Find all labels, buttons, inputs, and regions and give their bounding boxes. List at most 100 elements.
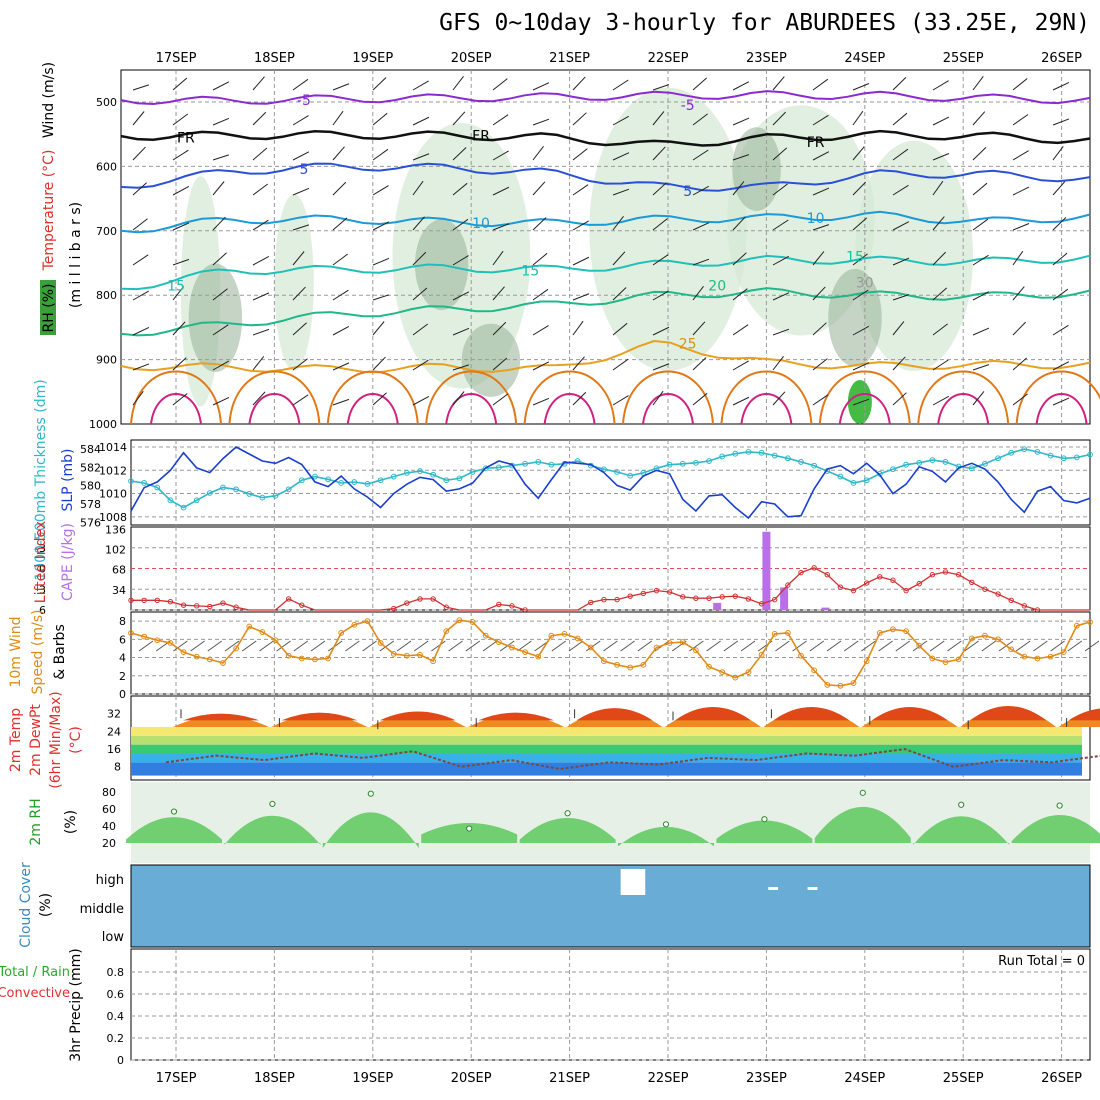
rh-point [564,810,571,817]
thickness-point [771,452,778,459]
wind-barb [292,224,310,231]
wind-barb [132,290,149,301]
thickness-point [706,458,712,464]
wind10-barb [448,640,463,652]
wind10-speed-point [456,617,463,624]
thickness-point [509,462,515,469]
wind-barb [612,322,628,336]
precip-total-label: Total / Rain [0,965,70,980]
wind10-barb [843,640,859,652]
thickness-point [259,494,266,501]
wind10-speed-point [495,639,502,645]
wind-barb [812,322,827,336]
precip-tick-label: 0 [117,1054,124,1067]
pressure-tick-label: 1000 [89,418,117,431]
wind-barb [892,76,907,91]
wind10-barb [207,640,223,652]
wind10-speed-point [364,618,371,625]
wind-barb [132,327,150,336]
wind10-speed-point [890,626,896,633]
thickness-point [719,453,726,460]
wind10-speed-point [640,661,647,668]
wind-barb [252,256,270,266]
precip-tick-label: 0.8 [107,966,125,979]
wind10-barb [723,640,739,652]
wind-barb [972,391,985,406]
wind-barb [972,75,984,91]
isotherm-label: 5 [683,184,692,200]
wind-barb [812,394,829,406]
cape-bar [821,607,830,610]
wind-barb [772,183,788,196]
wind10-tick-label: 6 [119,633,126,646]
wind-barb [492,223,510,231]
li-point [430,596,436,602]
isotherm-label: 10 [807,211,825,227]
thickness-point [141,480,148,486]
thickness-point [942,459,949,465]
isotherm-label: 15 [521,264,539,280]
wind-barb [1052,252,1068,266]
wind10-speed-point [758,651,765,658]
rh-hill [814,806,911,843]
temp-tick-label: 16 [107,743,121,756]
wind-barb [492,250,504,266]
rh-hill [322,812,419,849]
cape-bar [780,587,789,610]
wind10-speed-point [627,664,634,671]
li-point [995,591,1001,597]
rh-shading-1 [274,193,314,371]
wind-barb [372,185,389,196]
isotherm-loop [720,370,813,425]
isotherm-loop [1015,370,1100,425]
thickness-point [522,460,529,467]
li-point [653,587,660,594]
wind10-speed-point [377,640,384,646]
wind-barb [932,359,949,371]
wind10-speed-point [706,663,712,670]
wind10-speed-point [180,649,187,655]
wind-barb [852,253,868,266]
wind10-speed-point [850,680,857,686]
wind-barb [412,396,430,406]
wind10-speed-point [417,651,423,658]
wind10-speed-point [916,642,923,649]
wind10-speed-point [351,621,358,628]
wind10-speed-point [1087,619,1093,625]
wind10-speed-point [469,619,476,625]
dewpoint-line [165,748,1100,770]
thickness-point [193,497,200,504]
wind10-barb [792,640,807,652]
thickness-tick-label: 580 [80,480,101,493]
bottom-day-label: 22SEP [648,1071,689,1086]
wind10-tick-label: 8 [119,615,126,628]
wind10-speed-point [509,644,515,651]
wind-barb [172,258,190,266]
wind-barb [412,323,429,336]
cape-tick-label: 68 [112,564,126,577]
thickness-point [784,455,791,462]
wind10-speed-point [390,651,397,657]
temp-tick-label: 8 [114,761,121,774]
wind-barb [212,81,230,91]
cloud-unit-label: (%) [38,893,54,917]
thickness-point [390,473,397,480]
rh-hill [716,820,813,843]
wind10-barb [878,640,893,652]
wind10-barb [981,640,997,652]
isotherm-label: 30 [856,275,874,291]
wind10-speed-point [1047,653,1054,660]
wind10-speed-point [128,630,134,636]
wind-barb [892,112,908,126]
wind-barb [292,358,308,371]
thickness-point [1060,455,1067,462]
wind-barb [292,322,307,336]
isotherm-label: FR [807,135,825,151]
li-point [850,587,857,594]
top-day-label: 25SEP [943,51,984,66]
wind-barb [732,81,750,91]
wind-barb [172,393,188,406]
rh-point [466,825,473,832]
isotherm-line [120,287,1091,337]
wind-barb [1052,288,1069,301]
